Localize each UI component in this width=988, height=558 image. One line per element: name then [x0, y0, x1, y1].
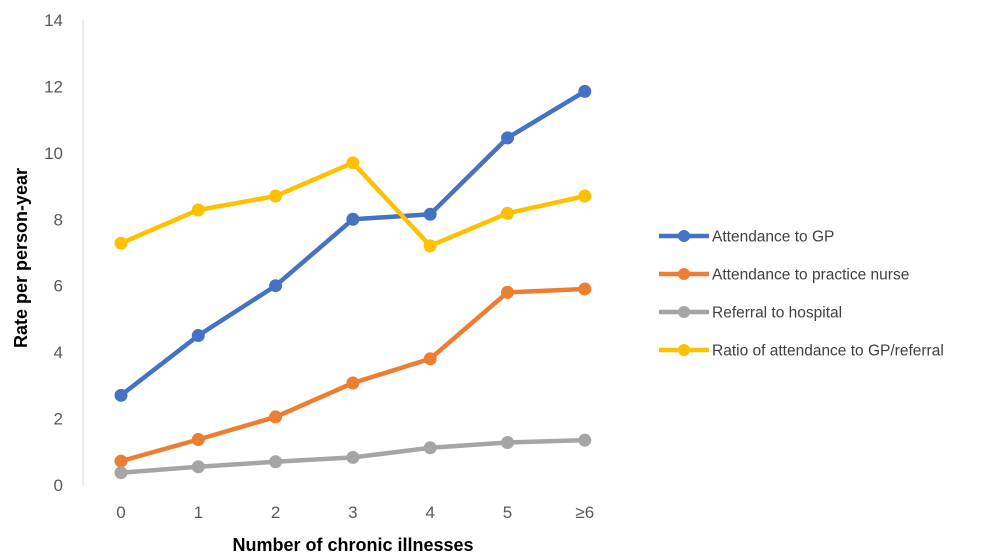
- series-line: [118, 160, 588, 249]
- legend-swatch-marker: [678, 344, 690, 356]
- data-point: [578, 84, 592, 98]
- data-point: [114, 388, 128, 402]
- y-tick-label: 2: [54, 410, 63, 429]
- x-tick-label: 2: [271, 503, 280, 522]
- legend-label: Ratio of attendance to GP/referral: [712, 343, 944, 360]
- x-tick-label: 0: [116, 503, 125, 522]
- data-point: [423, 207, 437, 221]
- y-tick-label: 14: [44, 11, 63, 30]
- x-axis: 0 1 2 3 4 5 ≥6: [116, 503, 594, 522]
- data-point: [191, 203, 205, 217]
- y-axis: 0 2 4 6 8 10 12 14: [44, 11, 84, 495]
- data-point: [346, 212, 360, 226]
- data-point: [114, 454, 128, 468]
- x-tick-label: 4: [425, 503, 434, 522]
- data-point: [501, 206, 514, 220]
- y-axis-title: Rate per person-year: [11, 168, 31, 348]
- series-3: [114, 433, 592, 480]
- data-point: [269, 279, 283, 293]
- legend-label: Referral to hospital: [712, 305, 842, 322]
- data-point: [578, 433, 592, 447]
- data-point: [191, 329, 205, 343]
- legend-label: Attendance to practice nurse: [712, 267, 909, 284]
- data-point: [423, 441, 437, 455]
- legend: Attendance to GP Attendance to practice n…: [659, 229, 944, 360]
- data-point: [423, 239, 437, 253]
- data-point: [501, 131, 514, 145]
- data-point: [269, 410, 283, 424]
- x-tick-label: 5: [503, 503, 512, 522]
- series-4: [114, 156, 592, 253]
- legend-entry: Referral to hospital: [659, 305, 842, 322]
- data-point: [114, 466, 128, 480]
- legend-swatch-marker: [678, 306, 690, 318]
- series-layer: [114, 84, 592, 480]
- legend-swatch-marker: [678, 230, 690, 242]
- legend-entry: Ratio of attendance to GP/referral: [659, 343, 944, 360]
- data-point: [269, 455, 283, 469]
- y-tick-label: 10: [44, 144, 63, 163]
- data-point: [578, 282, 592, 296]
- data-point: [346, 450, 360, 464]
- data-point: [501, 285, 514, 299]
- y-tick-label: 4: [54, 343, 63, 362]
- data-point: [501, 435, 514, 449]
- legend-entry: Attendance to practice nurse: [659, 267, 909, 284]
- x-axis-title: Number of chronic illnesses: [232, 535, 473, 555]
- data-point: [114, 236, 128, 250]
- data-point: [191, 432, 205, 446]
- y-tick-label: 6: [54, 277, 63, 296]
- x-tick-label: 3: [348, 503, 357, 522]
- data-point: [191, 460, 205, 474]
- legend-entry: Attendance to GP: [659, 229, 834, 246]
- series-2: [114, 282, 592, 468]
- y-tick-label: 0: [54, 476, 63, 495]
- series-1: [114, 84, 592, 402]
- data-point: [423, 352, 437, 366]
- data-point: [269, 189, 283, 203]
- y-tick-label: 12: [44, 77, 63, 96]
- legend-swatch-marker: [678, 268, 690, 280]
- y-tick-label: 8: [54, 210, 63, 229]
- x-tick-label: ≥6: [575, 503, 594, 522]
- data-point: [346, 376, 360, 390]
- legend-label: Attendance to GP: [712, 229, 834, 246]
- data-point: [578, 189, 592, 203]
- series-line: [118, 89, 588, 398]
- x-tick-label: 1: [194, 503, 203, 522]
- data-point: [346, 156, 360, 170]
- series-line: [118, 286, 588, 464]
